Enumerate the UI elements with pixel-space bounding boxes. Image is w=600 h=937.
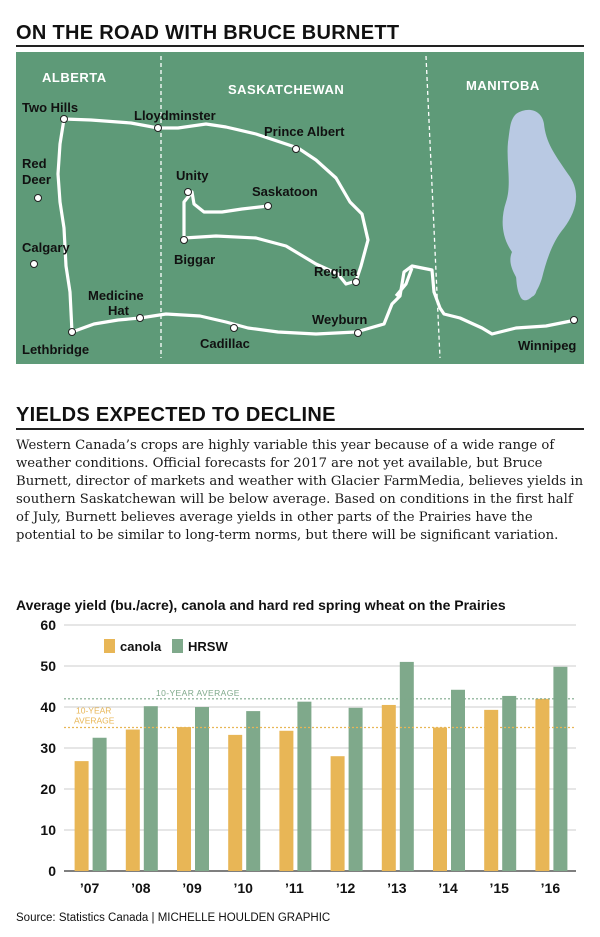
bar-hrsw-6 <box>399 661 414 871</box>
legend-swatch-canola <box>104 639 115 653</box>
reference-label-canola: 10-YEAR <box>76 706 111 716</box>
city-label-two-hills: Two Hills <box>22 100 78 115</box>
city-label-prince-albert: Prince Albert <box>264 124 345 139</box>
city-label-medicine-hat: Medicine Hat <box>88 288 147 318</box>
city-dot <box>30 260 38 268</box>
y-tick-label: 10 <box>40 822 56 838</box>
city-label-unity: Unity <box>176 168 209 183</box>
bar-canola-4 <box>279 730 294 871</box>
bar-canola-0 <box>74 761 89 871</box>
city-dot <box>264 202 272 210</box>
legend-swatch-hrsw <box>172 639 183 653</box>
x-tick-label: ’15 <box>489 880 509 896</box>
city-dot <box>230 324 238 332</box>
city-dot <box>570 316 578 324</box>
bar-canola-7 <box>433 727 447 871</box>
y-tick-label: 0 <box>48 863 56 879</box>
city-label-cadillac: Cadillac <box>200 336 250 351</box>
bar-canola-2 <box>177 727 191 871</box>
city-dot <box>68 328 76 336</box>
city-label-biggar: Biggar <box>174 252 215 267</box>
legend-label-hrsw: HRSW <box>188 639 228 654</box>
bar-canola-5 <box>330 756 345 871</box>
reference-label-canola-2: AVERAGE <box>74 716 115 726</box>
map-title: ON THE ROAD WITH BRUCE BURNETT <box>16 22 400 44</box>
city-label-saskatoon: Saskatoon <box>252 184 318 199</box>
city-label-weyburn: Weyburn <box>312 312 367 327</box>
city-dot <box>34 194 42 202</box>
city-label-red-deer: Red Deer <box>22 156 51 187</box>
bar-hrsw-2 <box>195 707 209 871</box>
city-label-regina: Regina <box>314 264 358 279</box>
chart-x-labels: ’07 ’08 ’09 ’10 ’11 ’12 ’13 ’14 ’15 ’16 <box>80 880 560 896</box>
bar-hrsw-9 <box>553 666 568 871</box>
city-dots <box>30 115 578 337</box>
x-tick-label: ’16 <box>541 880 561 896</box>
y-tick-label: 50 <box>40 658 56 674</box>
section-body: Western Canada’s crops are highly variab… <box>16 438 584 543</box>
bar-canola-8 <box>484 709 499 871</box>
city-label-winnipeg: Winnipeg <box>518 338 576 353</box>
bar-hrsw-5 <box>348 707 363 871</box>
reference-label-hrsw: 10-YEAR AVERAGE <box>156 688 240 698</box>
map-land <box>16 52 584 364</box>
city-dot <box>60 115 68 123</box>
chart-bars <box>74 661 568 871</box>
city-dot <box>354 329 362 337</box>
y-tick-label: 60 <box>40 617 56 633</box>
section-heading: YIELDS EXPECTED TO DECLINE <box>16 404 336 426</box>
city-dot <box>136 314 144 322</box>
map-title-rule <box>16 45 584 47</box>
x-tick-label: ’13 <box>387 880 407 896</box>
city-dot <box>184 188 192 196</box>
city-label-red-deer-2: Deer <box>22 172 51 187</box>
city-label-lethbridge: Lethbridge <box>22 342 89 357</box>
bar-canola-9 <box>535 698 550 871</box>
chart-title: Average yield (bu./acre), canola and har… <box>16 597 506 613</box>
lake-winnipeg <box>502 109 577 301</box>
bar-hrsw-7 <box>451 689 465 871</box>
y-tick-label: 20 <box>40 781 56 797</box>
province-label-alberta: ALBERTA <box>42 70 107 85</box>
lake-manitoba <box>510 251 537 297</box>
route-lines <box>56 117 577 336</box>
bar-hrsw-0 <box>92 737 107 871</box>
legend-label-canola: canola <box>120 639 162 654</box>
section-heading-rule <box>16 428 584 430</box>
city-dot <box>180 236 188 244</box>
city-label-medicine-hat-2: Hat <box>108 303 130 318</box>
bar-hrsw-8 <box>502 695 517 871</box>
x-tick-label: ’12 <box>336 880 356 896</box>
province-label-saskatchewan: SASKATCHEWAN <box>228 82 344 97</box>
yield-bar-chart: 0 10 20 30 40 50 60 10-YEAR AVERAGE 10-YEARAVER… <box>40 617 576 896</box>
city-dot <box>292 145 300 153</box>
source-credit: Source: Statistics Canada | MICHELLE HOU… <box>16 912 331 924</box>
city-label-lloydminster: Lloydminster <box>134 108 216 123</box>
y-tick-label: 30 <box>40 740 56 756</box>
province-label-manitoba: MANITOBA <box>466 78 540 93</box>
route-map: ALBERTA SASKATCHEWAN MANITOBA Two Hills … <box>16 52 584 364</box>
city-label-medicine-hat-1: Medicine <box>88 288 144 303</box>
chart-legend: canola HRSW <box>104 639 228 654</box>
x-tick-label: ’10 <box>233 880 253 896</box>
city-dot <box>352 278 360 286</box>
bar-canola-3 <box>228 734 243 871</box>
bar-hrsw-3 <box>246 711 261 871</box>
y-tick-label: 40 <box>40 699 56 715</box>
bar-hrsw-4 <box>297 701 312 871</box>
x-tick-label: ’11 <box>285 880 304 896</box>
x-tick-label: ’14 <box>438 880 458 896</box>
x-tick-label: ’09 <box>182 880 202 896</box>
bar-canola-1 <box>125 729 140 871</box>
city-label-red-deer: Red <box>22 156 47 171</box>
border-sk-mb <box>425 55 441 359</box>
x-tick-label: ’08 <box>131 880 151 896</box>
bar-hrsw-1 <box>143 706 158 871</box>
x-tick-label: ’07 <box>80 880 100 896</box>
city-dot <box>154 124 162 132</box>
bar-canola-6 <box>381 704 396 871</box>
city-label-calgary: Calgary <box>22 240 70 255</box>
